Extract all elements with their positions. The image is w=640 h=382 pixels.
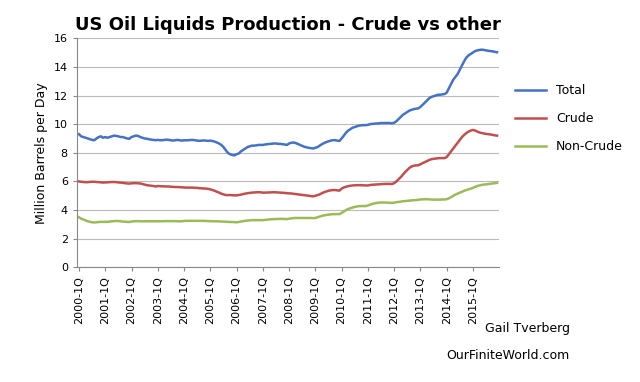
Non-Crude <box>340 209 348 214</box>
Non-Crude <box>250 218 258 222</box>
Non-Crude <box>316 214 324 219</box>
Crude <box>469 128 477 132</box>
Title: US Oil Liquids Production - Crude vs other: US Oil Liquids Production - Crude vs oth… <box>75 16 501 34</box>
Total <box>478 47 486 52</box>
Crude <box>244 191 252 196</box>
Non-Crude <box>493 181 501 185</box>
Total <box>493 50 501 55</box>
Non-Crude <box>246 218 253 223</box>
Line: Non-Crude: Non-Crude <box>79 183 497 222</box>
Crude <box>340 185 348 190</box>
Crude <box>309 194 317 199</box>
Crude <box>248 190 256 195</box>
Y-axis label: Million Barrels per Day: Million Barrels per Day <box>35 82 48 223</box>
Total <box>75 132 83 136</box>
Non-Crude <box>90 220 98 225</box>
Total <box>316 143 324 148</box>
Non-Crude <box>127 219 135 224</box>
Text: OurFiniteWorld.com: OurFiniteWorld.com <box>446 349 570 362</box>
Crude <box>125 181 133 186</box>
Legend: Total, Crude, Non-Crude: Total, Crude, Non-Crude <box>509 79 628 158</box>
Crude <box>285 191 293 196</box>
Total <box>340 133 348 138</box>
Crude <box>75 179 83 184</box>
Non-Crude <box>287 216 295 221</box>
Crude <box>493 133 501 138</box>
Total <box>287 141 295 145</box>
Total <box>250 143 258 148</box>
Line: Total: Total <box>79 50 497 155</box>
Non-Crude <box>75 215 83 220</box>
Total <box>246 144 253 149</box>
Total <box>230 153 238 158</box>
Text: Gail Tverberg: Gail Tverberg <box>484 322 570 335</box>
Total <box>125 136 133 141</box>
Line: Crude: Crude <box>79 130 497 196</box>
Crude <box>316 192 324 197</box>
